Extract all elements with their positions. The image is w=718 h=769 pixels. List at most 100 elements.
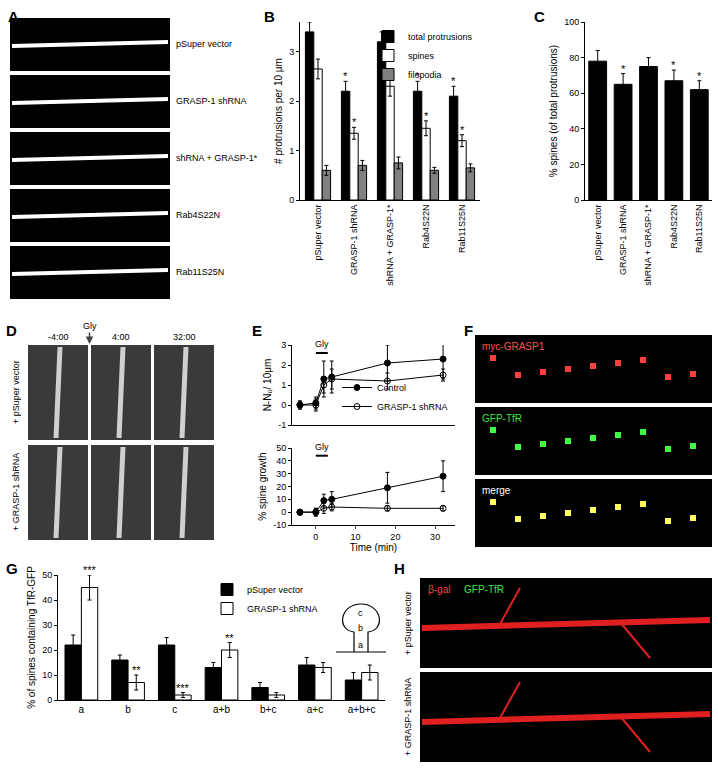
- svg-text:80: 80: [569, 53, 579, 63]
- svg-text:merge: merge: [482, 485, 511, 496]
- svg-text:40: 40: [42, 595, 52, 605]
- svg-text:pSuper vector: pSuper vector: [593, 205, 603, 261]
- svg-text:pSuper vector: pSuper vector: [247, 585, 303, 595]
- svg-text:Gly: Gly: [83, 321, 97, 331]
- svg-text:N-N₀/ 10μm: N-N₀/ 10μm: [262, 359, 273, 412]
- svg-text:Rab11S25N: Rab11S25N: [457, 205, 467, 253]
- svg-text:0: 0: [289, 195, 294, 205]
- svg-text:*: *: [697, 70, 702, 82]
- svg-text:40: 40: [276, 456, 286, 466]
- svg-text:+ GRASP-1 shRNA: + GRASP-1 shRNA: [403, 678, 413, 756]
- svg-text:60: 60: [569, 88, 579, 98]
- svg-text:Time (min): Time (min): [350, 542, 397, 553]
- svg-text:A: A: [8, 8, 19, 25]
- svg-text:40: 40: [569, 124, 579, 134]
- svg-text:pSuper vector: pSuper vector: [176, 39, 232, 49]
- svg-text:30: 30: [430, 532, 440, 542]
- svg-text:Rab11S25N: Rab11S25N: [694, 205, 704, 253]
- svg-text:10: 10: [42, 670, 52, 680]
- svg-text:10: 10: [276, 494, 286, 504]
- svg-text:b: b: [358, 623, 363, 633]
- svg-text:E: E: [252, 322, 262, 339]
- svg-text:GRASP-1 shRNA: GRASP-1 shRNA: [618, 205, 628, 276]
- svg-text:GRASP-1 shRNA: GRASP-1 shRNA: [247, 604, 318, 614]
- svg-text:0: 0: [574, 195, 579, 205]
- svg-text:% of spines containing TfR-GFP: % of spines containing TfR-GFP: [26, 566, 37, 709]
- svg-text:*: *: [424, 110, 429, 122]
- svg-text:GFP-TfR: GFP-TfR: [482, 413, 522, 424]
- svg-text:Gly: Gly: [315, 442, 329, 452]
- svg-text:2: 2: [281, 360, 286, 370]
- svg-text:*: *: [671, 59, 676, 71]
- svg-text:**: **: [132, 664, 141, 676]
- svg-text:20: 20: [42, 645, 52, 655]
- svg-text:2: 2: [289, 96, 294, 106]
- svg-text:-4:00: -4:00: [48, 332, 69, 342]
- svg-text:4:00: 4:00: [112, 332, 130, 342]
- svg-text:spines: spines: [408, 51, 435, 61]
- svg-text:a: a: [358, 640, 363, 650]
- svg-text:H: H: [394, 560, 405, 577]
- svg-text:a: a: [79, 704, 85, 715]
- svg-text:*: *: [415, 70, 420, 82]
- svg-text:100: 100: [564, 17, 579, 27]
- svg-text:Rab11S25N: Rab11S25N: [176, 267, 224, 277]
- svg-text:1: 1: [281, 380, 286, 390]
- svg-text:a+b: a+b: [213, 704, 230, 715]
- svg-text:total protrusions: total protrusions: [408, 32, 473, 42]
- svg-text:b+c: b+c: [260, 704, 276, 715]
- svg-text:30: 30: [276, 469, 286, 479]
- svg-text:0: 0: [281, 400, 286, 410]
- svg-text:β-gal: β-gal: [428, 584, 450, 595]
- svg-text:C: C: [534, 8, 545, 25]
- svg-text:shRNA + GRASP-1*: shRNA + GRASP-1*: [643, 204, 653, 286]
- svg-text:% spines (of total protrusions: % spines (of total protrusions): [548, 45, 559, 177]
- svg-text:*: *: [352, 116, 357, 128]
- svg-text:F: F: [464, 322, 473, 339]
- svg-text:0: 0: [47, 695, 52, 705]
- svg-text:% spine growth: % spine growth: [257, 452, 268, 520]
- svg-text:0: 0: [281, 507, 286, 517]
- svg-text:c: c: [358, 608, 363, 618]
- svg-text:filopodia: filopodia: [408, 70, 442, 80]
- svg-text:30: 30: [42, 620, 52, 630]
- svg-text:20: 20: [569, 160, 579, 170]
- svg-text:# protrusions per 10 μm: # protrusions per 10 μm: [273, 58, 284, 164]
- svg-text:c: c: [172, 704, 177, 715]
- svg-text:a+c: a+c: [307, 704, 323, 715]
- svg-text:b: b: [125, 704, 131, 715]
- svg-text:myc-GRASP1: myc-GRASP1: [482, 341, 545, 352]
- svg-text:3: 3: [281, 340, 286, 350]
- svg-text:*: *: [451, 75, 456, 87]
- svg-text:32:00: 32:00: [173, 332, 196, 342]
- svg-text:+ pSuper vector: + pSuper vector: [11, 360, 21, 424]
- svg-text:10: 10: [351, 532, 361, 542]
- svg-text:Rab4S22N: Rab4S22N: [669, 205, 679, 249]
- svg-text:3: 3: [289, 47, 294, 57]
- svg-text:shRNA + GRASP-1*: shRNA + GRASP-1*: [176, 153, 258, 163]
- svg-text:50: 50: [42, 570, 52, 580]
- svg-text:50: 50: [276, 443, 286, 453]
- svg-text:B: B: [264, 8, 275, 25]
- svg-text:GRASP-1 shRNA: GRASP-1 shRNA: [176, 96, 247, 106]
- svg-text:G: G: [6, 560, 18, 577]
- svg-text:0: 0: [313, 532, 318, 542]
- svg-text:Rab4S22N: Rab4S22N: [176, 210, 220, 220]
- svg-text:20: 20: [390, 532, 400, 542]
- svg-text:Control: Control: [377, 383, 406, 393]
- svg-text:shRNA + GRASP-1*: shRNA + GRASP-1*: [385, 204, 395, 286]
- svg-text:GRASP-1 shRNA: GRASP-1 shRNA: [349, 205, 359, 276]
- svg-text:*: *: [460, 124, 465, 136]
- svg-text:1: 1: [289, 146, 294, 156]
- svg-text:***: ***: [176, 682, 190, 694]
- svg-text:20: 20: [276, 482, 286, 492]
- svg-text:D: D: [6, 322, 17, 339]
- svg-text:-1: -1: [278, 420, 286, 430]
- svg-text:GFP-TfR: GFP-TfR: [464, 584, 504, 595]
- svg-text:+ pSuper vector: + pSuper vector: [403, 591, 413, 655]
- svg-text:*: *: [343, 70, 348, 82]
- svg-text:a+b+c: a+b+c: [348, 704, 376, 715]
- svg-text:*: *: [621, 63, 626, 75]
- svg-text:**: **: [225, 632, 234, 644]
- svg-text:GRASP-1 shRNA: GRASP-1 shRNA: [377, 402, 448, 412]
